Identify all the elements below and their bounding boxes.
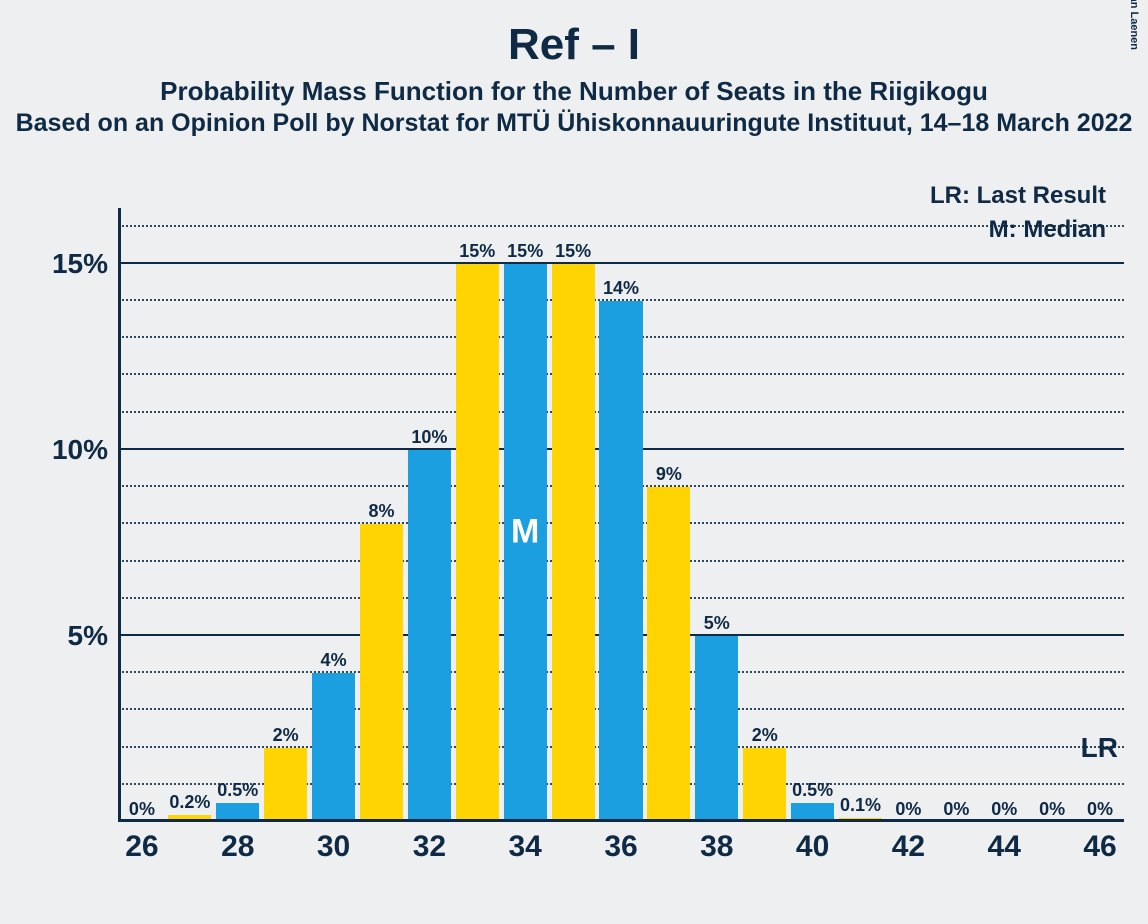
bar-value-label: 0% bbox=[1039, 799, 1065, 820]
y-tick-label: 10% bbox=[52, 434, 108, 466]
chart-plot-area: 0% 0.2% 0.5% 2% 4% 8% 10% 15% 15% 15% 14% 9% 5% 2% 0.5… bbox=[118, 208, 1124, 822]
x-tick-label: 28 bbox=[221, 830, 254, 864]
bar bbox=[360, 524, 403, 822]
bar-value-label: 15% bbox=[507, 241, 543, 262]
bar-value-label: 8% bbox=[368, 501, 394, 522]
bar-value-label: 0.2% bbox=[169, 792, 210, 813]
bar bbox=[408, 450, 451, 822]
page-title: Ref – I bbox=[0, 20, 1148, 70]
bar-value-label: 5% bbox=[704, 613, 730, 634]
bar bbox=[456, 264, 499, 822]
bar bbox=[312, 673, 355, 822]
bar-value-label: 9% bbox=[656, 464, 682, 485]
x-tick-label: 42 bbox=[892, 830, 925, 864]
bar-value-label: 0% bbox=[991, 799, 1017, 820]
x-axis bbox=[118, 819, 1124, 822]
bar-value-label: 0% bbox=[895, 799, 921, 820]
x-tick-label: 38 bbox=[700, 830, 733, 864]
x-tick-label: 44 bbox=[988, 830, 1021, 864]
bar-value-label: 10% bbox=[411, 427, 447, 448]
bar bbox=[264, 748, 307, 822]
page-subtitle: Probability Mass Function for the Number… bbox=[0, 76, 1148, 107]
x-tick-label: 26 bbox=[125, 830, 158, 864]
page-source: Based on an Opinion Poll by Norstat for … bbox=[0, 109, 1148, 138]
x-tick-label: 40 bbox=[796, 830, 829, 864]
x-tick-label: 32 bbox=[413, 830, 446, 864]
bar-value-label: 2% bbox=[273, 725, 299, 746]
bar bbox=[647, 487, 690, 822]
bars-layer: 0% 0.2% 0.5% 2% 4% 8% 10% 15% 15% 15% 14% 9% 5% 2% 0.5… bbox=[118, 208, 1124, 822]
x-tick-label: 30 bbox=[317, 830, 350, 864]
x-tick-label: 46 bbox=[1083, 830, 1116, 864]
bar-value-label: 2% bbox=[752, 725, 778, 746]
median-marker: M bbox=[511, 512, 539, 551]
bar bbox=[552, 264, 595, 822]
bar-value-label: 0.5% bbox=[792, 780, 833, 801]
bar-value-label: 0% bbox=[1087, 799, 1113, 820]
bar bbox=[695, 636, 738, 822]
x-tick-label: 36 bbox=[604, 830, 637, 864]
bar-value-label: 14% bbox=[603, 278, 639, 299]
y-axis bbox=[118, 208, 121, 822]
legend-lr: LR: Last Result bbox=[930, 182, 1106, 210]
lr-marker: LR bbox=[1081, 732, 1118, 764]
bar-value-label: 4% bbox=[321, 650, 347, 671]
bar bbox=[743, 748, 786, 822]
bar-value-label: 15% bbox=[459, 241, 495, 262]
y-tick-label: 5% bbox=[68, 620, 108, 652]
bar bbox=[599, 301, 642, 822]
bar-value-label: 0% bbox=[129, 799, 155, 820]
x-tick-label: 34 bbox=[509, 830, 542, 864]
y-tick-label: 15% bbox=[52, 248, 108, 280]
bar-value-label: 0% bbox=[943, 799, 969, 820]
bar-value-label: 0.1% bbox=[840, 795, 881, 816]
bar-value-label: 0.5% bbox=[217, 780, 258, 801]
copyright-text: © 2022 Filip van Laenen bbox=[1128, 0, 1140, 50]
bar-value-label: 15% bbox=[555, 241, 591, 262]
